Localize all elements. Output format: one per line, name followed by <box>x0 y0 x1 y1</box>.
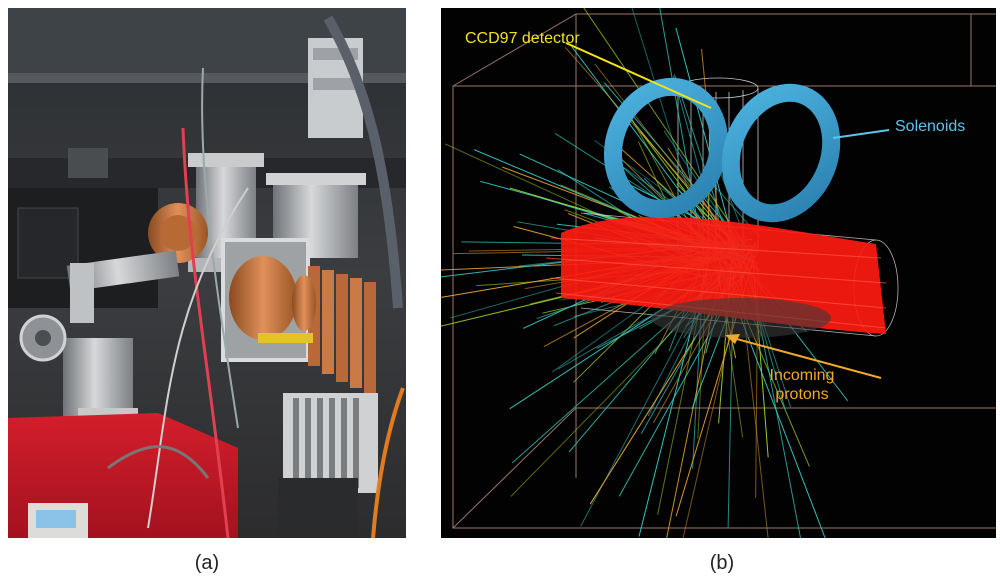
solenoid-pointer <box>832 129 890 139</box>
caption-a: (a) <box>194 552 220 574</box>
detector-pointer <box>565 42 712 109</box>
beamline-photo <box>8 8 406 538</box>
solenoid-rings <box>603 77 841 223</box>
protons-pointer <box>732 337 882 379</box>
protons-label-line2: protons <box>775 386 829 403</box>
protons-label: Incoming protons <box>752 366 852 404</box>
panel-a-photo <box>8 8 406 538</box>
particle-track <box>564 47 750 256</box>
particle-track <box>583 8 751 254</box>
detector-label: CCD97 detector <box>465 30 580 47</box>
particle-track <box>631 8 709 256</box>
simulation-render <box>441 8 996 538</box>
protons-label-line1: Incoming <box>769 367 835 384</box>
panel-b-simulation <box>441 8 996 538</box>
solenoids-label: Solenoids <box>895 118 966 135</box>
caption-b: (b) <box>709 552 735 574</box>
particle-track <box>659 8 704 254</box>
protons-arrowhead <box>725 334 740 344</box>
